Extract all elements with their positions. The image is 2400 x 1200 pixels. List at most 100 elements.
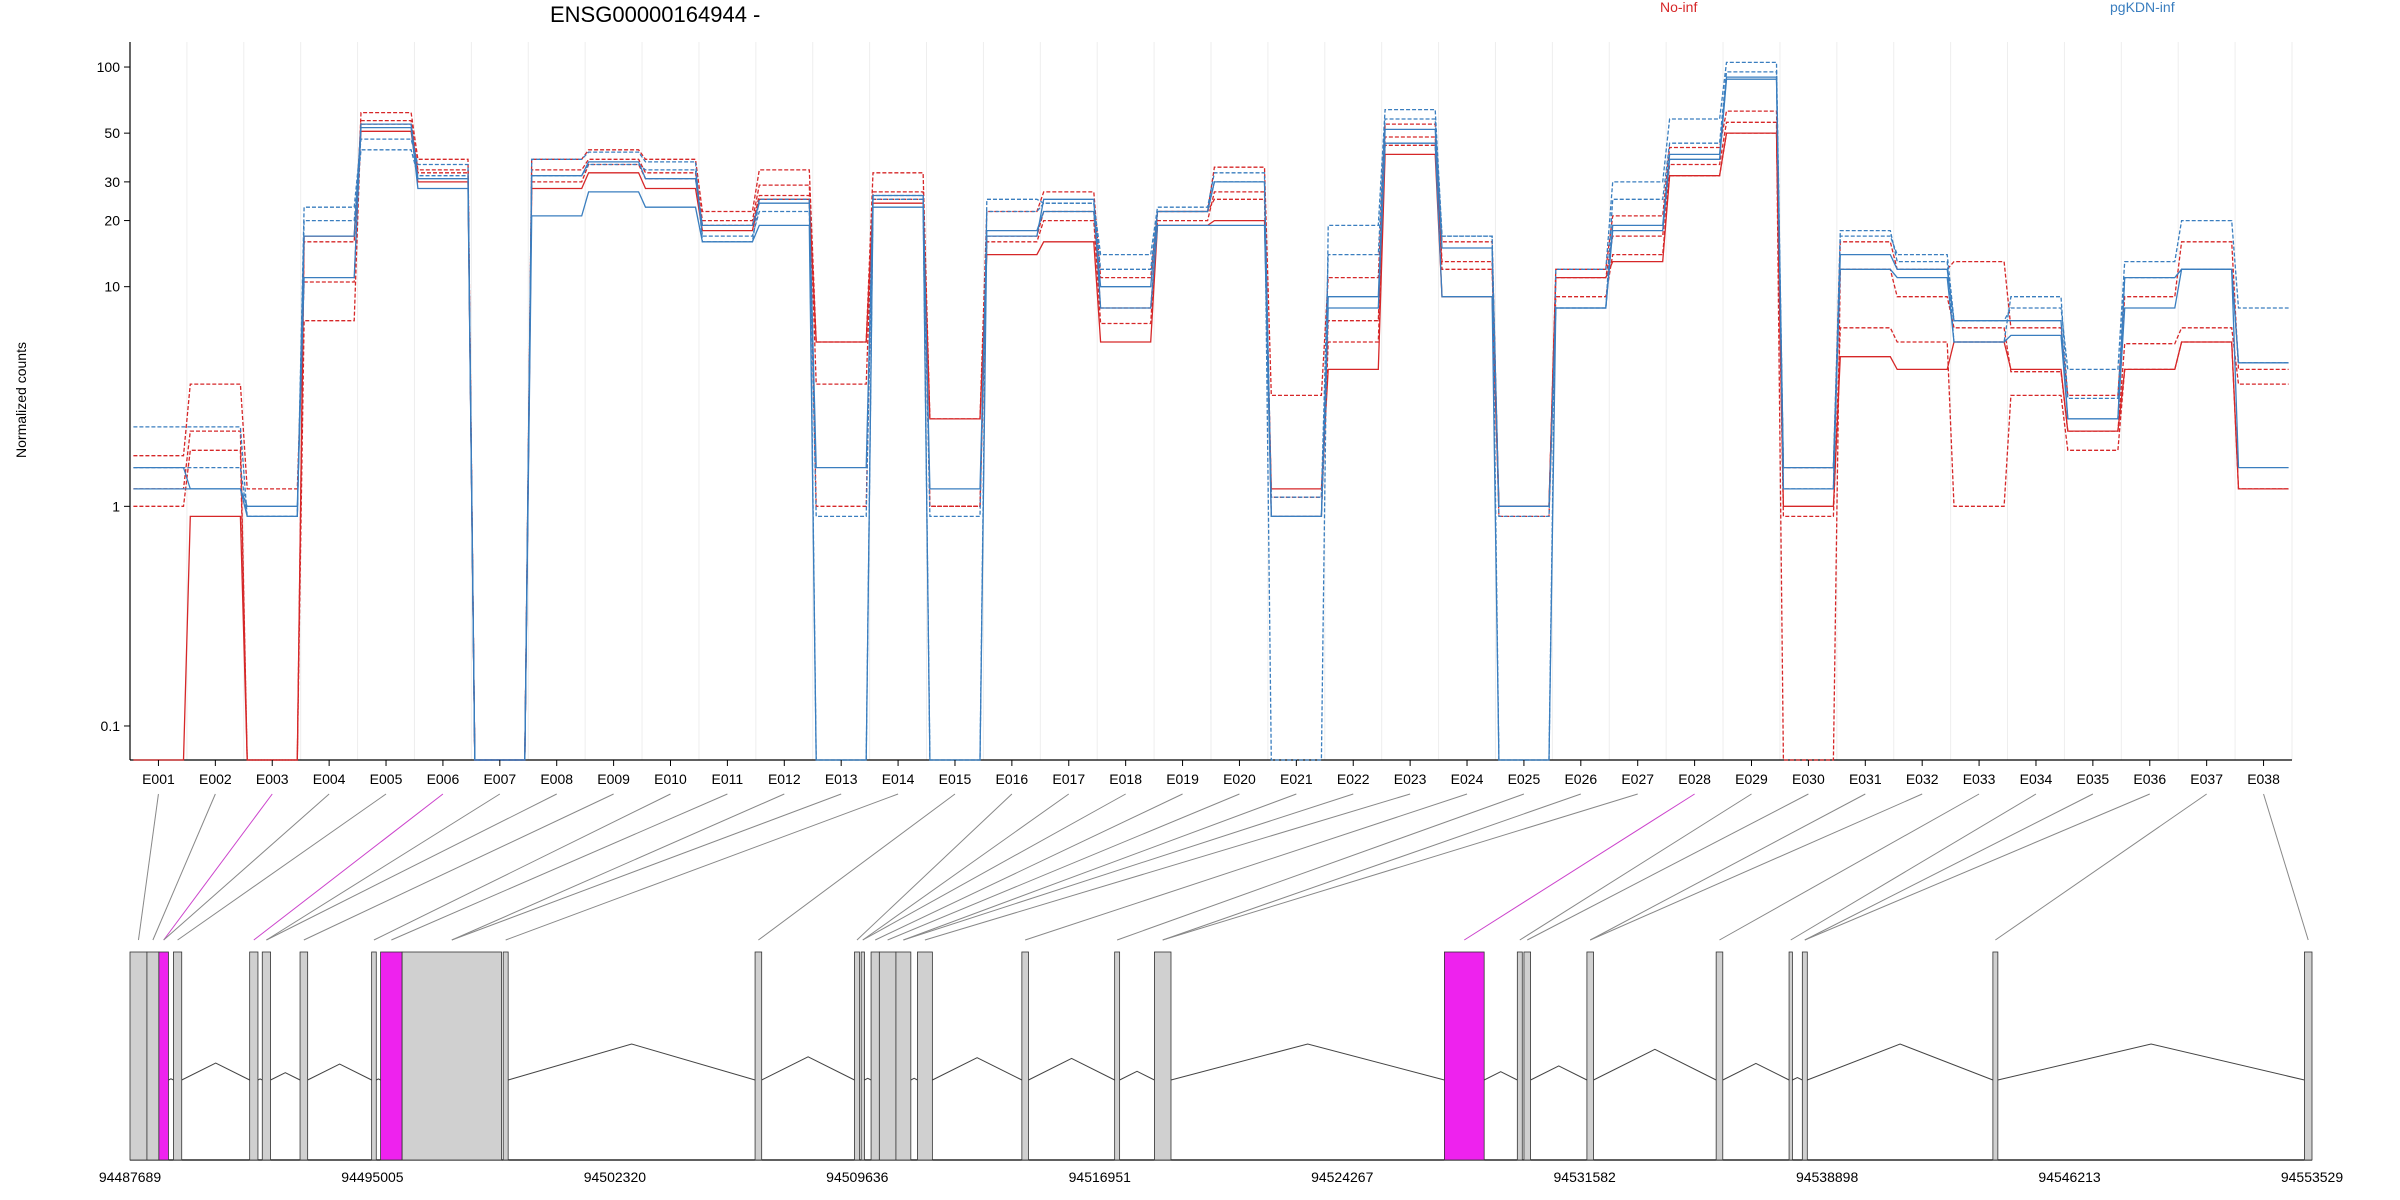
x-tick-label: E025: [1508, 771, 1541, 787]
series-line-pgkdn-inf: [133, 61, 2289, 761]
exon-box: [1516, 951, 1523, 1161]
genomic-coordinate-label: 94516951: [1069, 1169, 1132, 1185]
intron-line: [1997, 1043, 2305, 1081]
x-tick-label: E018: [1109, 771, 1142, 787]
mapping-line: [856, 793, 1013, 941]
genomic-coordinate-label: 94495005: [341, 1169, 404, 1185]
x-tick-label: E009: [597, 771, 630, 787]
x-tick-label: E001: [142, 771, 175, 787]
exon-box: [401, 951, 502, 1161]
gene-model-track: [129, 951, 2313, 1161]
x-tick-label: E016: [996, 771, 1029, 787]
mapping-line: [758, 793, 956, 941]
exon-box: [1715, 951, 1724, 1161]
exon-box: [860, 951, 865, 1161]
series-line-no-inf: [133, 121, 2289, 761]
mapping-line: [505, 793, 899, 941]
mapping-line: [391, 793, 728, 941]
mapping-line: [903, 793, 1297, 941]
x-tick-label: E030: [1792, 771, 1825, 787]
exon-box: [1992, 951, 1999, 1161]
mapping-line-highlight: [1464, 793, 1695, 941]
mapping-line: [1527, 793, 1809, 941]
x-tick-label: E014: [882, 771, 915, 787]
x-tick-label: E019: [1166, 771, 1199, 787]
chart-title: ENSG00000164944 -: [550, 2, 760, 27]
mapping-line: [266, 793, 501, 941]
mapping-line-highlight: [253, 793, 444, 941]
plot-axes: 0.1 1 10 20 30 50 100: [97, 42, 2292, 761]
mapping-line-highlight: [163, 793, 273, 941]
mapping-line: [1719, 793, 1980, 941]
intron-line: [307, 1063, 372, 1081]
x-tick-label: E031: [1849, 771, 1882, 787]
genomic-coordinate-label: 94509636: [826, 1169, 889, 1185]
y-tick-label: 0.1: [101, 718, 121, 734]
intron-line: [1483, 1071, 1518, 1081]
x-tick-label: E004: [313, 771, 346, 787]
intron-line: [761, 1056, 855, 1081]
x-tick-labels: E001 E002 E003 E004 E005 E006 E007 E008 E009 E010…: [142, 760, 2280, 787]
exon-box: [878, 951, 897, 1161]
x-tick-label: E015: [939, 771, 972, 787]
exon-box: [895, 951, 912, 1161]
exon-box: [249, 951, 259, 1161]
mapping-line: [373, 793, 671, 941]
y-tick-label: 10: [104, 279, 120, 295]
mapping-line: [1162, 793, 1638, 941]
genomic-coordinate-label: 94531582: [1554, 1169, 1617, 1185]
exon-box: [173, 951, 183, 1161]
y-tick-label: 100: [97, 59, 121, 75]
exon-box: [917, 951, 933, 1161]
exon-box: [261, 951, 271, 1161]
y-axis-label: Normalized counts: [13, 342, 29, 458]
mapping-line: [1804, 793, 2094, 941]
genomic-coordinate-label: 94502320: [584, 1169, 647, 1185]
intron-line: [270, 1072, 301, 1081]
x-tick-label: E037: [2190, 771, 2223, 787]
exon-box: [1523, 951, 1531, 1161]
x-tick-label: E006: [427, 771, 460, 787]
x-tick-label: E002: [199, 771, 232, 787]
genomic-coordinate-label: 94487689: [99, 1169, 162, 1185]
x-tick-label: E027: [1621, 771, 1654, 787]
mapping-line: [862, 793, 1126, 941]
mapping-line: [1590, 793, 1923, 941]
exon-box: [1586, 951, 1594, 1161]
mapping-line: [177, 793, 387, 941]
x-tick-label: E008: [540, 771, 573, 787]
genomic-coordinate-label: 94524267: [1311, 1169, 1374, 1185]
x-tick-label: E026: [1564, 771, 1597, 787]
exon-box: [1021, 951, 1029, 1161]
mapping-line: [1804, 793, 2150, 941]
mapping-line: [924, 793, 1411, 941]
exon-box: [2304, 951, 2313, 1161]
exon-mapping-lines: [137, 793, 2309, 941]
x-tick-label: E028: [1678, 771, 1711, 787]
x-tick-label: E007: [483, 771, 516, 787]
intron-line: [376, 1078, 381, 1081]
mapping-line: [1025, 793, 1468, 941]
intron-line: [257, 1078, 263, 1081]
x-tick-label: E029: [1735, 771, 1768, 787]
exon-box: [1114, 951, 1121, 1161]
genomic-coordinate-label: 94546213: [2038, 1169, 2101, 1185]
mapping-line: [451, 793, 842, 941]
x-tick-label: E020: [1223, 771, 1256, 787]
x-tick-label: E012: [768, 771, 801, 787]
intron-line: [932, 1057, 1023, 1081]
exon-box: [1154, 951, 1172, 1161]
exon-box: [299, 951, 309, 1161]
x-tick-label: E013: [825, 771, 858, 787]
mapping-line: [1995, 793, 2207, 941]
x-tick-label: E005: [370, 771, 403, 787]
mapping-line: [266, 793, 557, 941]
x-tick-label: E035: [2077, 771, 2110, 787]
x-tick-label: E034: [2020, 771, 2053, 787]
mapping-line: [1116, 793, 1525, 941]
x-tick-label: E003: [256, 771, 289, 787]
mapping-line: [152, 793, 216, 941]
mapping-line: [1589, 793, 1866, 941]
intron-line: [1119, 1070, 1155, 1081]
